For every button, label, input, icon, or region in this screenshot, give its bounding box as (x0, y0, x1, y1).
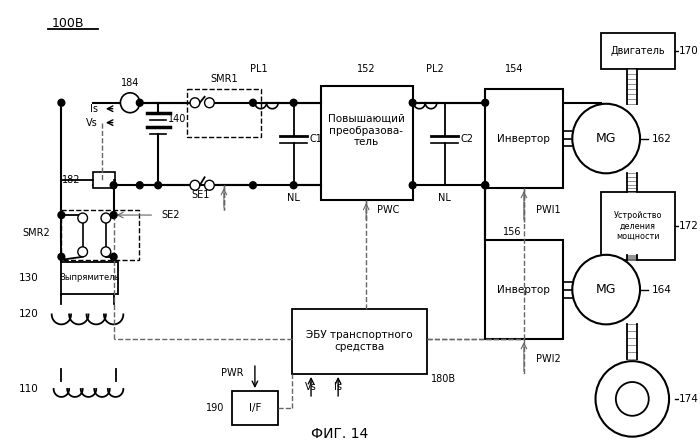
Text: SE1: SE1 (191, 190, 209, 200)
Text: 156: 156 (503, 227, 521, 237)
Text: I/F: I/F (248, 403, 261, 413)
Text: ФИГ. 14: ФИГ. 14 (312, 427, 369, 441)
Bar (62, 210, 139, 260)
Circle shape (190, 180, 199, 190)
Bar (292, 309, 427, 374)
Text: 190: 190 (206, 403, 224, 413)
Text: Двигатель: Двигатель (611, 46, 666, 56)
Bar (601, 33, 675, 69)
Text: 180В: 180В (431, 374, 456, 384)
Text: SMR1: SMR1 (210, 74, 238, 84)
Circle shape (482, 182, 489, 189)
Circle shape (58, 211, 65, 219)
Text: Выпрямитель: Выпрямитель (60, 273, 120, 282)
Circle shape (136, 182, 143, 189)
Text: 164: 164 (652, 285, 671, 295)
Text: MG: MG (596, 132, 617, 145)
Text: PWI1: PWI1 (536, 205, 560, 215)
Circle shape (596, 361, 669, 437)
Text: Vs: Vs (86, 118, 98, 128)
Text: 110: 110 (18, 384, 38, 394)
Circle shape (410, 99, 416, 106)
Bar (62, 262, 118, 294)
Text: Устройство
деления
мощности: Устройство деления мощности (614, 211, 662, 241)
Bar (93, 173, 115, 188)
Text: 154: 154 (505, 64, 524, 74)
Circle shape (110, 182, 117, 189)
Bar (232, 391, 278, 425)
Text: 152: 152 (357, 64, 375, 74)
Circle shape (250, 182, 256, 189)
Circle shape (110, 211, 117, 219)
Text: PWI2: PWI2 (536, 354, 560, 364)
Text: ЭБУ транспортного
средства: ЭБУ транспортного средства (306, 330, 413, 352)
Text: NL: NL (287, 193, 300, 203)
Text: 162: 162 (652, 134, 671, 143)
Text: PL1: PL1 (250, 64, 267, 74)
Text: Инвертор: Инвертор (498, 134, 550, 143)
Text: 120: 120 (18, 309, 38, 320)
Circle shape (58, 99, 65, 106)
Circle shape (250, 99, 256, 106)
Text: Vs: Vs (305, 382, 317, 392)
Text: C2: C2 (460, 134, 473, 143)
Text: SE2: SE2 (161, 210, 179, 220)
Circle shape (155, 182, 162, 189)
Circle shape (204, 180, 214, 190)
Text: Is: Is (334, 382, 342, 392)
Circle shape (101, 247, 111, 257)
Text: 174: 174 (679, 394, 699, 404)
Circle shape (290, 182, 297, 189)
Circle shape (573, 255, 640, 325)
Text: 170: 170 (679, 46, 699, 56)
Text: C1: C1 (309, 134, 322, 143)
Circle shape (78, 247, 88, 257)
Text: SMR2: SMR2 (22, 228, 50, 238)
Text: 100В: 100В (52, 17, 84, 30)
Circle shape (101, 213, 111, 223)
Text: Повышающий
преобразова-
тель: Повышающий преобразова- тель (328, 114, 405, 147)
Circle shape (204, 98, 214, 108)
Text: PL2: PL2 (426, 64, 444, 74)
Bar (187, 89, 260, 136)
Circle shape (58, 253, 65, 260)
Text: 184: 184 (121, 78, 139, 88)
Text: 172: 172 (679, 221, 699, 231)
Circle shape (573, 104, 640, 173)
Text: NL: NL (438, 193, 451, 203)
Circle shape (136, 99, 143, 106)
Circle shape (110, 253, 117, 260)
Text: 130: 130 (18, 273, 38, 283)
Bar (485, 240, 563, 339)
Circle shape (120, 93, 140, 113)
Text: PWC: PWC (377, 205, 399, 215)
Text: MG: MG (596, 283, 617, 296)
Circle shape (410, 182, 416, 189)
Circle shape (482, 99, 489, 106)
Text: 182: 182 (62, 175, 80, 185)
Bar (601, 192, 675, 260)
Circle shape (190, 98, 199, 108)
Bar (321, 86, 412, 200)
Circle shape (78, 213, 88, 223)
Circle shape (616, 382, 649, 416)
Text: Инвертор: Инвертор (498, 285, 550, 295)
Text: PWR: PWR (220, 368, 244, 378)
Text: Is: Is (90, 104, 98, 114)
Text: 140: 140 (168, 114, 186, 124)
Bar (485, 89, 563, 188)
Circle shape (290, 99, 297, 106)
Circle shape (482, 182, 489, 189)
